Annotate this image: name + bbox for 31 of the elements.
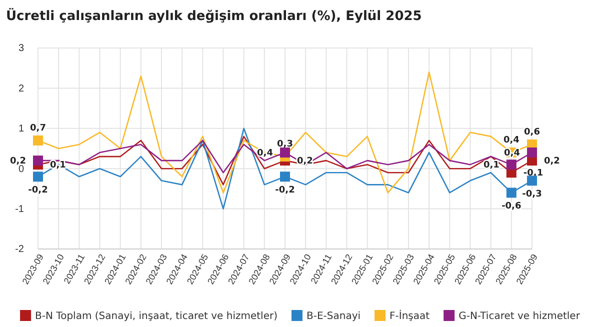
data-label: -0,2 xyxy=(28,186,48,196)
data-label: 0,6 xyxy=(524,127,540,138)
point xyxy=(33,156,43,166)
data-label: -0,1 xyxy=(523,168,544,179)
data-label: -0,6 xyxy=(502,202,522,212)
chart-title: Ücretli çalışanların aylık değişim oranları (%), Eylül 2025 xyxy=(6,7,422,24)
point xyxy=(506,160,516,170)
y-tick-label: -2 xyxy=(15,244,24,256)
point xyxy=(527,176,537,186)
legend-label: G-N-Ticaret ve hizmetler xyxy=(458,311,581,322)
point xyxy=(506,188,516,198)
y-tick-label: 2 xyxy=(18,83,24,94)
y-tick-label: -1 xyxy=(15,204,24,215)
data-label: 0,4 xyxy=(503,136,520,146)
legend-label: F-İnşaat xyxy=(390,309,430,322)
point xyxy=(280,148,290,158)
legend-label: B-E-Sanayi xyxy=(306,311,361,322)
data-label: -0,3 xyxy=(522,190,542,200)
point xyxy=(33,135,43,146)
data-label: 0,3 xyxy=(277,140,293,150)
data-label: -0,2 xyxy=(275,186,295,196)
data-label: 0,1 xyxy=(483,160,500,171)
point xyxy=(527,148,537,158)
y-tick-label: 0 xyxy=(18,164,24,175)
point xyxy=(33,172,43,182)
y-tick-label: 1 xyxy=(18,124,24,135)
point xyxy=(280,172,290,182)
legend-label: B-N Toplam (Sanayi, inşaat, ticaret ve hizmetler) xyxy=(35,311,278,322)
data-label: 0,2 xyxy=(544,156,560,167)
data-label: 0,7 xyxy=(30,123,46,134)
y-tick-label: 3 xyxy=(18,43,24,54)
